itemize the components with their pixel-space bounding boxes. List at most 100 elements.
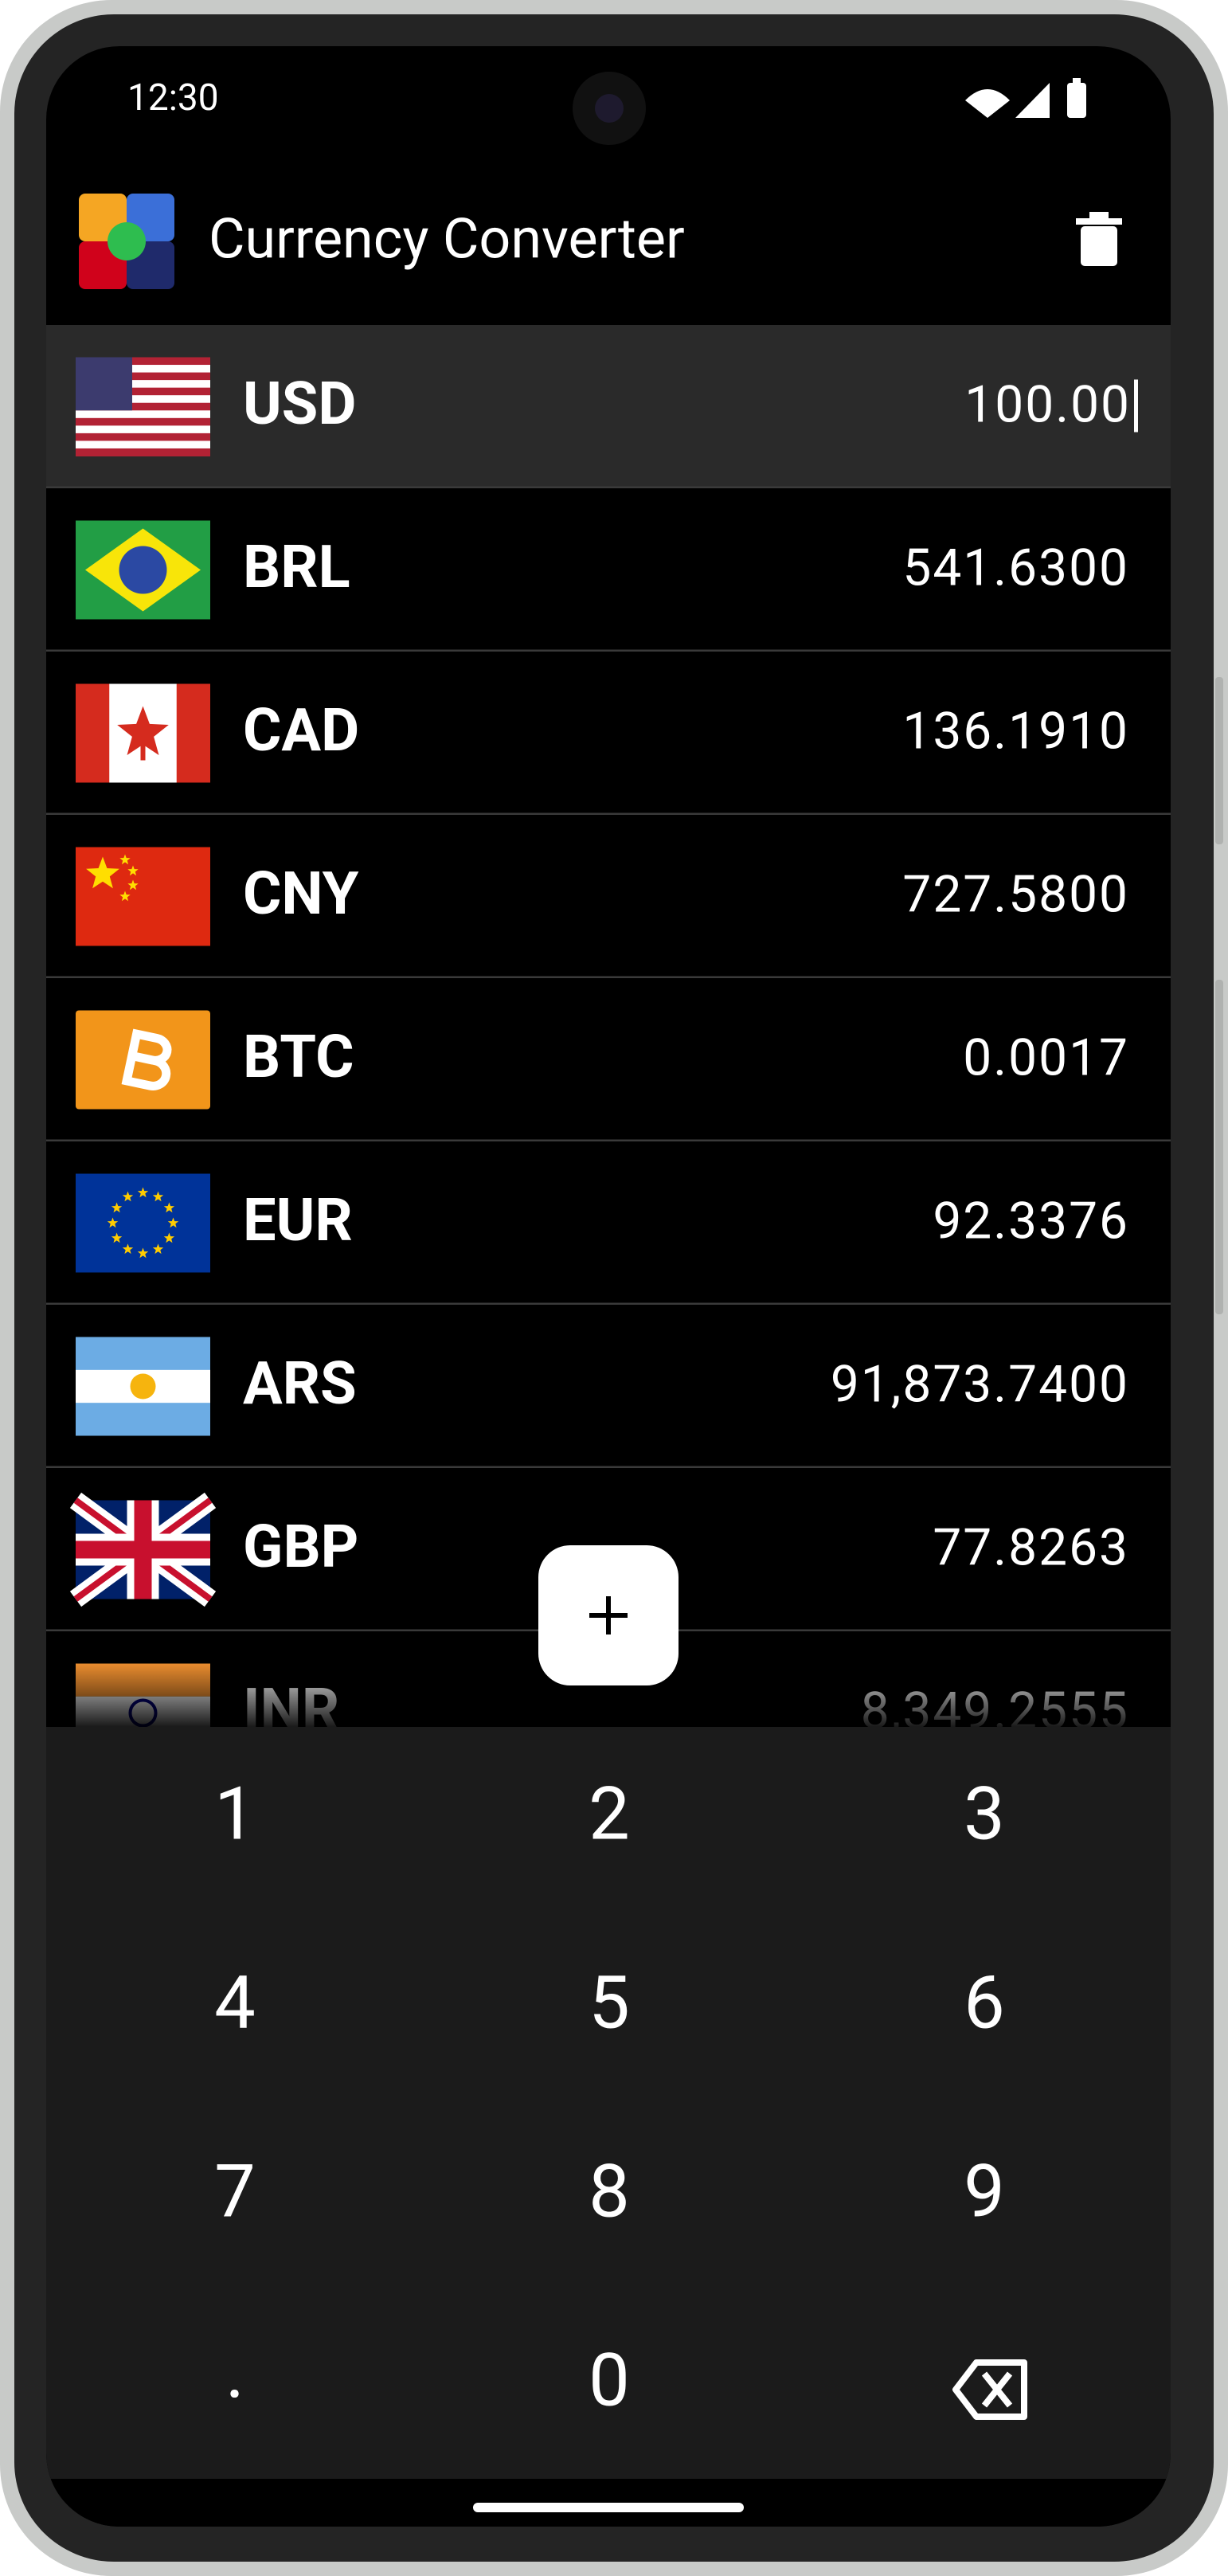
stripe xyxy=(76,357,210,366)
star xyxy=(127,879,139,891)
flag xyxy=(76,683,210,783)
currency-value: 91,873.7400 xyxy=(831,1354,1129,1414)
row-bg xyxy=(46,325,1171,488)
stem xyxy=(140,741,146,761)
star xyxy=(152,1191,164,1202)
signal-icon xyxy=(1015,83,1050,118)
stripe xyxy=(76,410,210,419)
stripe xyxy=(76,440,210,449)
flag xyxy=(76,1173,210,1273)
currency-value: 0.0017 xyxy=(963,1028,1129,1087)
flag xyxy=(69,1492,217,1607)
delete-button[interactable] xyxy=(1076,212,1122,266)
globe xyxy=(119,546,167,594)
band xyxy=(76,1337,210,1370)
currency-code: GBP xyxy=(243,1513,358,1582)
keypad-key[interactable]: 4 xyxy=(214,1960,256,2046)
home-handle xyxy=(473,2503,744,2512)
keypad-key[interactable]: 2 xyxy=(589,1771,630,1857)
star xyxy=(127,865,139,876)
stripe xyxy=(76,425,210,434)
app-title: Currency Converter xyxy=(209,206,685,272)
wifi-icon xyxy=(965,89,1010,118)
cross xyxy=(76,1500,210,1599)
keypad-key[interactable]: 5 xyxy=(589,1960,630,2046)
currency-row[interactable]: USD 100.00 xyxy=(46,325,1171,489)
currency-row[interactable]: CAD 136.1910 xyxy=(46,652,1171,816)
keypad-key[interactable]: 8 xyxy=(589,2149,630,2234)
currency-code: CAD xyxy=(243,696,359,765)
battery-tip xyxy=(1073,78,1081,84)
camera-lens xyxy=(595,94,624,123)
currency-row[interactable]: ARS 91,873.7400 xyxy=(46,1305,1171,1469)
star xyxy=(86,856,119,889)
keypad-key[interactable]: 0 xyxy=(589,2338,630,2423)
band xyxy=(76,1403,210,1436)
currency-code: ARS xyxy=(243,1349,357,1419)
battery-icon xyxy=(1067,83,1086,118)
flag xyxy=(76,520,210,620)
row-bg xyxy=(46,488,1171,652)
text-cursor xyxy=(1134,379,1138,433)
stripe xyxy=(76,417,210,426)
side-button xyxy=(1215,677,1223,844)
stripe xyxy=(76,365,210,374)
sun xyxy=(130,1373,156,1400)
currency-row[interactable]: CNY 727.5800 xyxy=(46,815,1171,979)
keypad-key[interactable]: . xyxy=(225,2330,244,2415)
flag xyxy=(76,1010,210,1110)
star xyxy=(122,1191,134,1202)
currency-code: BRL xyxy=(243,533,350,602)
currency-code: EUR xyxy=(243,1186,353,1255)
stripe xyxy=(76,433,210,441)
currency-value: 136.1910 xyxy=(902,701,1129,761)
currency-value: 100.00 xyxy=(964,374,1131,434)
row-bg xyxy=(46,978,1171,1141)
stripe xyxy=(76,372,210,381)
star xyxy=(111,1202,123,1213)
keypad xyxy=(46,1727,1171,2479)
app-icon xyxy=(79,194,174,289)
keypad-key[interactable]: 6 xyxy=(964,1960,1005,2046)
btc xyxy=(121,1028,172,1090)
currency-code: CNY xyxy=(243,859,359,929)
star xyxy=(137,1247,149,1259)
keypad-key[interactable]: 7 xyxy=(214,2149,256,2234)
stripe xyxy=(76,448,210,456)
band xyxy=(176,683,210,783)
backspace-key[interactable] xyxy=(952,2359,1027,2420)
currency-row[interactable]: BRL 541.6300 xyxy=(46,488,1171,652)
star xyxy=(122,1243,134,1255)
keys: 1 2 3 4 5 6 7 8 9. 0 xyxy=(214,1771,1005,2423)
stripe xyxy=(76,380,210,389)
canton xyxy=(76,357,132,411)
currency-value: 92.3376 xyxy=(933,1191,1129,1251)
star xyxy=(167,1217,179,1228)
row-bg xyxy=(46,1305,1171,1468)
leaf xyxy=(117,706,169,755)
star xyxy=(152,1243,164,1255)
currency-value: 77.8263 xyxy=(933,1517,1129,1577)
keypad-key[interactable]: 3 xyxy=(964,1771,1005,1857)
row-bg xyxy=(46,652,1171,815)
flag xyxy=(76,1337,210,1436)
currency-row[interactable]: BTC 0.0017 xyxy=(46,978,1171,1142)
star xyxy=(119,891,131,902)
currency-code: USD xyxy=(243,370,356,439)
keypad-key[interactable]: 9 xyxy=(964,2149,1005,2234)
add-button[interactable] xyxy=(538,1545,679,1685)
star xyxy=(137,1187,149,1198)
flag xyxy=(76,847,210,946)
stripe xyxy=(76,402,210,411)
star xyxy=(119,854,131,865)
band xyxy=(76,683,110,783)
star xyxy=(111,1232,123,1243)
keypad-key[interactable]: 1 xyxy=(214,1771,256,1857)
stripe xyxy=(76,387,210,396)
star xyxy=(107,1217,119,1228)
currency-row[interactable]: EUR 92.3376 xyxy=(46,1141,1171,1306)
status-time: 12:30 xyxy=(127,76,219,119)
star xyxy=(163,1232,175,1243)
row-bg xyxy=(46,1141,1171,1305)
